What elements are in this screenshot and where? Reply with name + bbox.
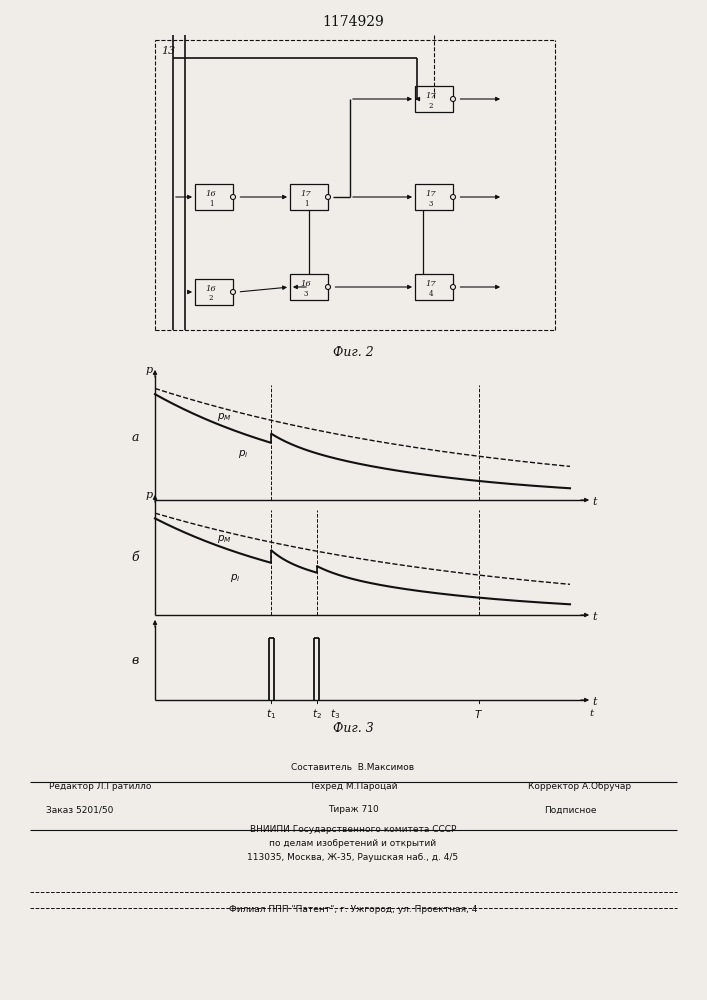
- Bar: [195, 184, 233, 210]
- Text: $p_{\mathit{M}}$: $p_{\mathit{M}}$: [217, 411, 232, 423]
- Text: $p_{\mathit{M}}$: $p_{\mathit{M}}$: [217, 533, 232, 545]
- Text: Корректор А.Обручар: Корректор А.Обручар: [528, 782, 631, 791]
- Text: Техред М.Пароцай: Техред М.Пароцай: [309, 782, 397, 791]
- Text: t: t: [592, 612, 597, 622]
- Bar: [415, 274, 453, 300]
- Text: a: a: [132, 431, 139, 444]
- Text: 2: 2: [209, 294, 214, 302]
- Circle shape: [450, 97, 455, 102]
- Text: по делам изобретений и открытий: по делам изобретений и открытий: [269, 839, 436, 848]
- Text: Редактор Л.Гратилло: Редактор Л.Гратилло: [49, 782, 151, 791]
- Text: ВНИИПИ Государственного комитета СССР: ВНИИПИ Государственного комитета СССР: [250, 825, 456, 834]
- Circle shape: [230, 290, 235, 294]
- Text: 113035, Москва, Ж-35, Раушская наб., д. 4/5: 113035, Москва, Ж-35, Раушская наб., д. …: [247, 853, 459, 862]
- Text: Заказ 5201/50: Заказ 5201/50: [47, 806, 114, 814]
- Circle shape: [450, 284, 455, 290]
- Text: 3: 3: [428, 200, 433, 208]
- Bar: [415, 184, 453, 210]
- Text: Фиг. 3: Фиг. 3: [332, 722, 373, 734]
- Text: 16: 16: [206, 190, 216, 198]
- Text: 17: 17: [300, 190, 311, 198]
- Text: p: p: [146, 365, 153, 375]
- Text: 17: 17: [426, 280, 436, 288]
- Text: Фиг. 2: Фиг. 2: [332, 346, 373, 359]
- Text: 1174929: 1174929: [322, 15, 384, 29]
- Bar: [415, 86, 453, 112]
- Text: 16: 16: [206, 285, 216, 293]
- Text: $p_i$: $p_i$: [230, 572, 240, 584]
- Text: 4: 4: [428, 290, 433, 298]
- Text: Составитель  В.Максимов: Составитель В.Максимов: [291, 764, 414, 772]
- Text: в: в: [132, 654, 139, 666]
- Circle shape: [230, 194, 235, 200]
- Text: p: p: [146, 490, 153, 500]
- Text: t: t: [592, 697, 597, 707]
- Bar: [195, 279, 233, 305]
- Text: 17: 17: [426, 190, 436, 198]
- Text: б: б: [132, 551, 139, 564]
- Text: Филиал ППП "Патент", г. Ужгород, ул. Проектная, 4: Филиал ППП "Патент", г. Ужгород, ул. Про…: [229, 905, 477, 914]
- Text: 13: 13: [161, 46, 175, 56]
- Text: 1: 1: [209, 200, 214, 208]
- Text: t: t: [592, 497, 597, 507]
- Text: $t_3$: $t_3$: [330, 707, 341, 721]
- Text: 2: 2: [428, 102, 433, 109]
- Text: Подписное: Подписное: [544, 806, 596, 814]
- Text: t: t: [590, 710, 594, 718]
- Text: $T$: $T$: [474, 708, 483, 720]
- Circle shape: [325, 284, 330, 290]
- Text: 1: 1: [304, 200, 308, 208]
- Text: $t_2$: $t_2$: [312, 707, 322, 721]
- Bar: [290, 274, 328, 300]
- Text: 17: 17: [426, 92, 436, 100]
- Text: 3: 3: [304, 290, 308, 298]
- Text: $t_1$: $t_1$: [266, 707, 276, 721]
- Text: $p_i$: $p_i$: [238, 448, 249, 460]
- Circle shape: [325, 194, 330, 200]
- Text: 16: 16: [300, 280, 311, 288]
- Circle shape: [450, 194, 455, 200]
- Text: Тираж 710: Тираж 710: [327, 806, 378, 814]
- Bar: [290, 184, 328, 210]
